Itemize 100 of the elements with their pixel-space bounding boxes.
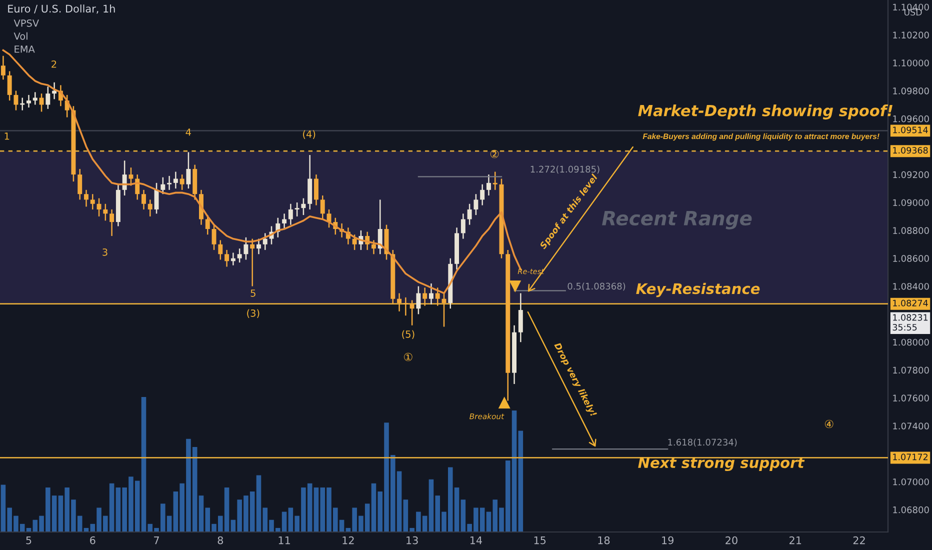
x-tick-label: 11 — [278, 536, 290, 544]
candlestick — [403, 296, 408, 316]
annotation: EMA — [14, 46, 35, 53]
candlestick — [84, 189, 88, 208]
candlestick — [148, 199, 152, 218]
candlestick — [282, 213, 287, 230]
x-tick-label: 15 — [534, 536, 546, 544]
candlestick — [397, 292, 402, 312]
x-tick-label: 18 — [598, 536, 610, 544]
x-tick-label: 6 — [90, 536, 96, 544]
candlestick — [186, 152, 191, 190]
candlestick — [237, 248, 242, 264]
candlestick — [32, 92, 38, 106]
candlestick — [460, 213, 466, 240]
candlestick — [218, 240, 223, 260]
annotation: (3) — [247, 309, 260, 318]
y-tick-label: 1.07600 — [893, 394, 929, 402]
ref-line-label: 1.09368 — [893, 147, 928, 154]
candlestick — [467, 203, 472, 226]
y-tick-label: 1.08000 — [893, 338, 929, 346]
candlestick — [230, 252, 236, 266]
candlestick — [142, 189, 146, 210]
candlestick — [26, 94, 31, 108]
candlestick — [320, 194, 325, 220]
annotation: 1.618(1.07234) — [668, 438, 737, 447]
candlestick — [250, 238, 255, 287]
candlestick — [7, 70, 12, 102]
candlestick — [39, 92, 44, 112]
candlestick — [262, 232, 268, 251]
y-tick-label: 1.07400 — [893, 422, 929, 430]
ref-line-label: 1.09514 — [893, 126, 928, 134]
candlestick — [492, 171, 498, 191]
annotation: ② — [490, 150, 499, 158]
annotation: Vol — [14, 32, 28, 40]
candlestick — [301, 198, 306, 216]
annotation: ① — [404, 352, 412, 362]
candlestick — [180, 174, 184, 191]
candlestick — [0, 55, 6, 80]
candlestick — [96, 198, 102, 218]
candlestick — [212, 224, 216, 251]
candlestick — [371, 240, 376, 255]
bar — [518, 430, 524, 532]
annotation: ④ — [824, 420, 834, 428]
annotation: 2 — [52, 60, 56, 68]
candlestick — [90, 193, 95, 210]
candlestick — [154, 182, 159, 214]
candlestick — [244, 236, 248, 260]
y-tick-label: 1.09800 — [893, 87, 929, 94]
x-tick-label: 7 — [154, 536, 159, 544]
x-tick-label: 19 — [662, 536, 674, 544]
y-tick-label: 1.06800 — [893, 506, 929, 514]
x-tick-label: 12 — [342, 536, 354, 544]
candlestick — [486, 174, 491, 196]
annotation: 1.272(1.09185) — [530, 166, 600, 174]
y-tick-label: 1.10000 — [893, 60, 929, 66]
x-tick-label: 14 — [470, 536, 482, 544]
y-tick-label: 1.07000 — [893, 478, 929, 486]
candlestick — [314, 174, 318, 206]
candlestick — [474, 193, 478, 216]
candlestick — [128, 166, 134, 186]
candlestick — [288, 203, 293, 226]
annotation: 5 — [250, 290, 256, 297]
candlestick — [518, 292, 523, 343]
candlestick — [294, 202, 300, 218]
candlestick — [46, 86, 50, 110]
annotation: Key-Resistance — [636, 282, 760, 298]
candlestick — [205, 214, 210, 236]
candlestick — [122, 160, 127, 196]
y-tick-label: 1.08600 — [893, 255, 929, 262]
x-tick-label: 5 — [26, 536, 32, 544]
candlestick — [435, 287, 440, 306]
text: 1.08231 35:55 — [892, 314, 928, 331]
x-tick-label: 21 — [790, 536, 802, 544]
annotation: 4 — [186, 128, 191, 136]
annotation: Market-Depth showing spoof! — [638, 104, 892, 120]
ref-line-label: 1.07172 — [893, 454, 928, 460]
y-tick-label: 1.10400 — [893, 4, 929, 11]
ref-line-label: 1.08274 — [893, 300, 928, 306]
annotation: 0.5(1.08368) — [568, 282, 626, 291]
annotation: VPSV — [14, 19, 39, 27]
candlestick — [103, 203, 108, 222]
y-tick-label: 1.09200 — [893, 171, 929, 178]
chart-title: Euro / U.S. Dollar, 1h — [8, 4, 115, 14]
candlestick — [78, 168, 82, 200]
x-tick-label: 8 — [218, 536, 224, 544]
y-tick-label: 1.08400 — [893, 282, 929, 290]
y-tick-label: 1.07800 — [893, 366, 929, 374]
candlestick — [173, 171, 178, 190]
candlestick — [410, 300, 414, 326]
annotation: 1 — [4, 132, 10, 140]
candlestick — [256, 238, 261, 255]
text: USD — [904, 8, 922, 16]
candlestick — [52, 82, 57, 100]
x-tick-label: 20 — [726, 536, 738, 544]
x-tick-label: 13 — [406, 536, 418, 544]
candlestick — [428, 282, 434, 306]
annotation: Next strong support — [638, 457, 805, 472]
candlestick — [480, 184, 485, 206]
candlestick — [352, 234, 357, 251]
annotation: 3 — [102, 248, 108, 256]
